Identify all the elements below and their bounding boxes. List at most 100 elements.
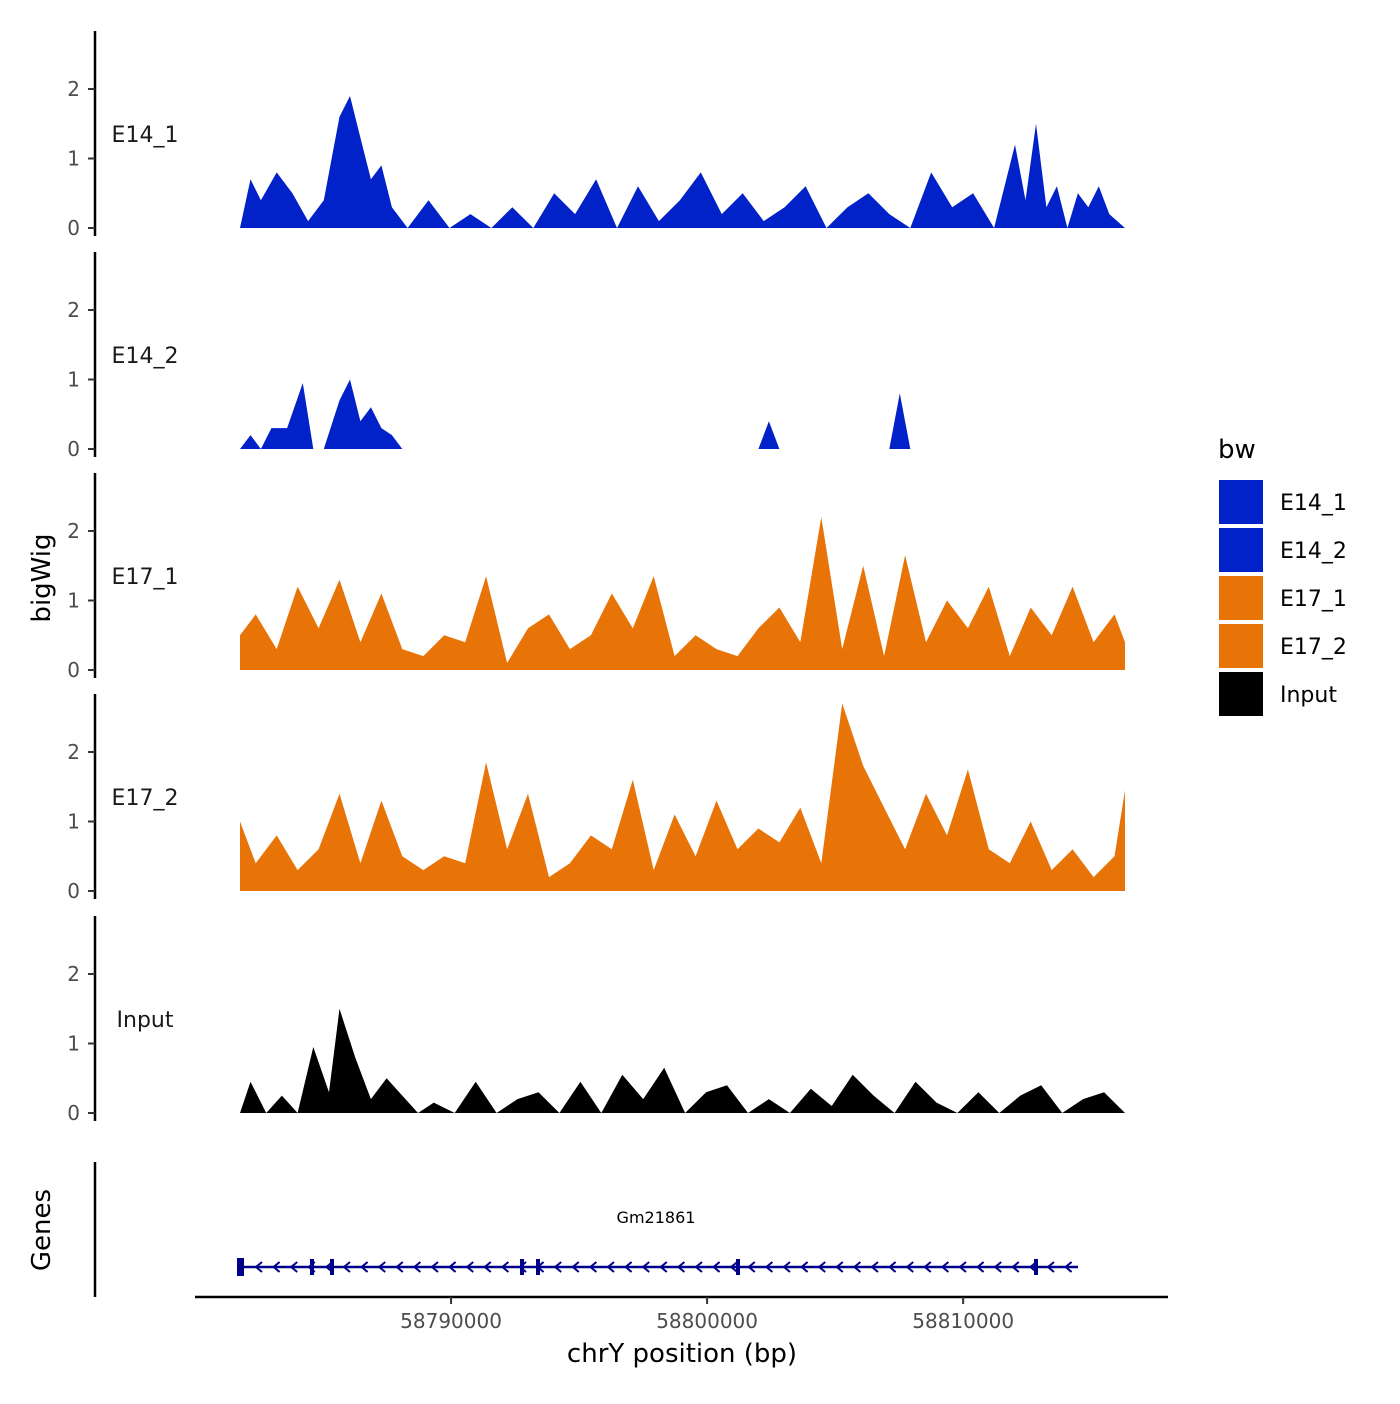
track-Input: 0 1 2 Input	[67, 916, 1125, 1125]
y-tick-label: 2	[67, 962, 80, 986]
strand-arrow	[800, 1261, 809, 1273]
strand-arrow	[500, 1261, 510, 1273]
strand-arrow	[782, 1261, 791, 1273]
strand-arrow	[712, 1261, 721, 1273]
strand-arrow	[448, 1261, 457, 1273]
strand-arrow	[1064, 1261, 1073, 1273]
y-tick-label: 0	[67, 658, 80, 682]
legend-label-Input: Input	[1280, 683, 1337, 708]
track-E17_1: 0 1 2 E17_1	[67, 473, 1125, 682]
legend-swatch-E17_2	[1219, 624, 1263, 668]
strand-arrow	[729, 1261, 738, 1273]
strand-arrow	[905, 1261, 914, 1273]
track-E14_2: 0 1 2 E14_2	[67, 252, 1125, 461]
x-axis-title: chrY position (bp)	[567, 1339, 797, 1369]
strand-arrow	[536, 1261, 545, 1273]
y-tick-label: 2	[67, 77, 80, 101]
strand-arrow	[870, 1261, 879, 1273]
signal-area-E17_1	[240, 517, 1125, 670]
signal-area-E17_2	[240, 703, 1125, 891]
x-tick-label: 58810000	[912, 1309, 1014, 1333]
strand-arrow	[606, 1261, 615, 1273]
strand-arrow	[324, 1261, 334, 1273]
strand-arrow	[254, 1261, 263, 1273]
y-tick-label: 0	[67, 1101, 80, 1125]
gene-exon	[520, 1259, 524, 1275]
strand-arrow	[377, 1261, 386, 1273]
legend-label-E14_2: E14_2	[1280, 539, 1347, 564]
strand-arrow	[430, 1261, 439, 1273]
y-tick-label: 1	[67, 368, 80, 392]
legend-swatch-E17_1	[1219, 576, 1263, 620]
track-E14_1: 0 1 2 E14_1	[67, 31, 1125, 240]
y-tick-label: 1	[67, 147, 80, 171]
y-tick-label: 1	[67, 1032, 80, 1056]
y-tick-label: 2	[67, 298, 80, 322]
strand-arrow	[958, 1261, 967, 1273]
track-label: E14_2	[112, 344, 179, 369]
strand-arrow	[817, 1261, 826, 1273]
y-tick-label: 0	[67, 216, 80, 240]
strand-arrow	[835, 1261, 844, 1273]
strand-arrow	[747, 1261, 756, 1273]
strand-arrow	[395, 1261, 404, 1273]
y-tick-label: 1	[67, 589, 80, 613]
legend-label-E14_1: E14_1	[1280, 491, 1347, 516]
y-tick-label: 0	[67, 879, 80, 903]
legend-label-E17_1: E17_1	[1280, 587, 1347, 612]
strand-arrow	[694, 1261, 703, 1273]
strand-arrow	[360, 1261, 369, 1273]
strand-arrow	[993, 1261, 1002, 1273]
strand-arrow	[571, 1261, 580, 1273]
y-axis-title: bigWig	[27, 533, 57, 622]
strand-arrow	[940, 1261, 950, 1273]
x-tick-label: 58790000	[400, 1309, 502, 1333]
gene-exon	[237, 1258, 244, 1276]
strand-arrow	[641, 1261, 650, 1273]
strand-arrow	[307, 1261, 316, 1273]
strand-arrow	[852, 1261, 862, 1273]
legend-label-E17_2: E17_2	[1280, 635, 1347, 660]
x-tick-label: 58800000	[656, 1309, 758, 1333]
strand-arrow	[553, 1261, 562, 1273]
gene-exon	[310, 1259, 314, 1275]
track-E17_2: 0 1 2 E17_2	[67, 694, 1125, 903]
y-tick-label: 2	[67, 740, 80, 764]
strand-arrow	[624, 1261, 633, 1273]
legend-title: bw	[1218, 435, 1256, 465]
strand-arrow	[483, 1261, 492, 1273]
legend-swatch-Input	[1219, 672, 1263, 716]
strand-arrow	[588, 1261, 598, 1273]
track-label: Input	[117, 1008, 174, 1033]
strand-arrow	[1046, 1261, 1055, 1273]
strand-arrow	[289, 1261, 298, 1273]
gene-label: Gm21861	[617, 1208, 696, 1227]
track-label: E17_1	[112, 565, 179, 590]
signal-area-E14_2	[240, 379, 1125, 449]
strand-arrow	[342, 1261, 351, 1273]
strand-arrow	[518, 1261, 527, 1273]
strand-arrow	[923, 1261, 932, 1273]
y-tick-label: 0	[67, 437, 80, 461]
strand-arrow	[676, 1261, 686, 1273]
genes-axis-title: Genes	[27, 1189, 57, 1271]
x-axis: chrY position (bp) 58790000 58800000 58810…	[195, 1295, 1168, 1369]
strand-arrow	[1011, 1261, 1020, 1273]
strand-arrow	[1028, 1261, 1038, 1273]
track-label: E17_2	[112, 786, 179, 811]
strand-arrow	[888, 1261, 897, 1273]
strand-arrow	[272, 1261, 281, 1273]
gene-exon	[330, 1259, 334, 1275]
legend-swatch-E14_1	[1219, 480, 1263, 524]
gene-exon	[736, 1259, 740, 1275]
genes-layer: Genes Gm21861	[27, 1162, 1078, 1297]
track-label: E14_1	[112, 123, 179, 148]
legend: bw E14_1 E14_2 E17_1 E17_2 Input	[1218, 435, 1347, 716]
signal-area-E14_1	[240, 96, 1125, 228]
gene-exon	[1034, 1259, 1038, 1275]
legend-swatch-E14_2	[1219, 528, 1263, 572]
y-tick-label: 1	[67, 810, 80, 834]
strand-arrow	[764, 1261, 774, 1273]
